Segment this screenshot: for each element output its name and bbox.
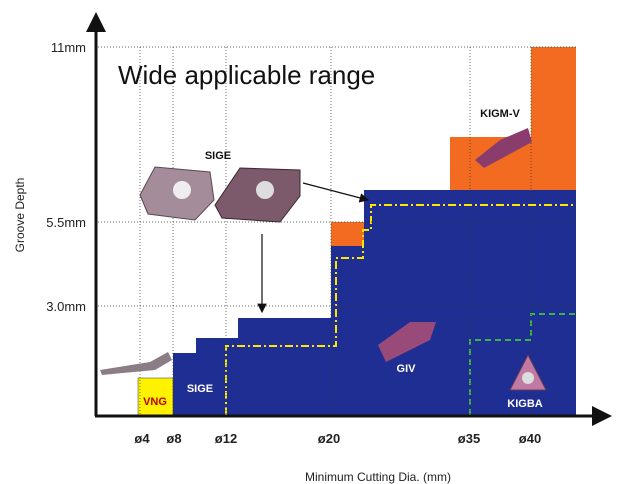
orange-region — [531, 47, 576, 190]
orange-region — [331, 222, 364, 246]
y-axis-label: Groove Depth — [13, 178, 27, 253]
y-tick-label: 5.5mm — [46, 215, 86, 230]
diagram: Wide applicable range 11mm 5.5mm 3.0mm G… — [0, 0, 632, 484]
x-tick-label: ø20 — [318, 431, 340, 446]
x-tick-label: ø12 — [215, 431, 237, 446]
product-label: GIV — [397, 363, 417, 375]
x-tick-label: ø40 — [519, 431, 541, 446]
y-tick-label: 11mm — [51, 40, 86, 55]
title: Wide applicable range — [118, 60, 375, 90]
x-tick-label: ø8 — [166, 431, 181, 446]
product-label: VNG — [143, 396, 167, 408]
product-label: SIGE — [205, 150, 231, 162]
product-label: SIGE — [187, 383, 213, 395]
x-tick-label: ø35 — [458, 431, 480, 446]
product-label: KIGBA — [507, 398, 543, 410]
arrow — [303, 183, 368, 200]
product-label: KIGM-V — [480, 108, 520, 120]
x-axis-label: Minimum Cutting Dia. (mm) — [305, 470, 451, 484]
y-tick-label: 3.0mm — [46, 299, 86, 314]
x-tick-label: ø4 — [134, 431, 150, 446]
